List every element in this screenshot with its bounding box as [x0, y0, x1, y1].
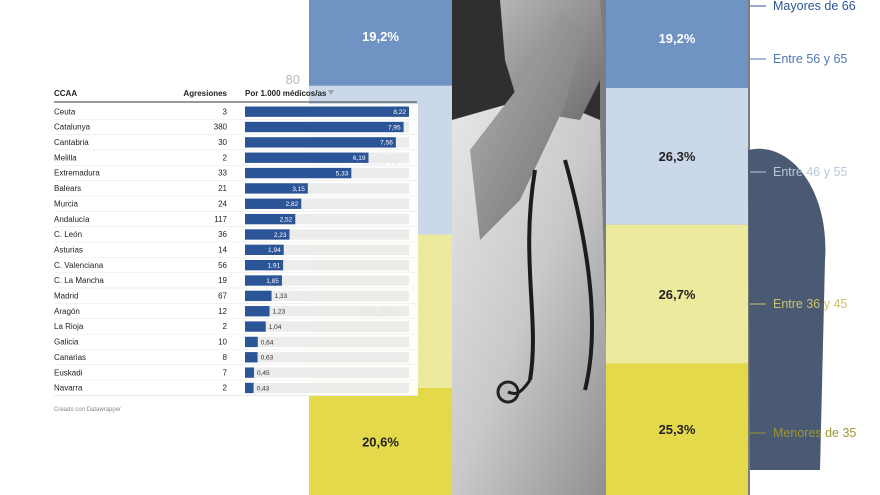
segment-label: 29,5% [362, 304, 399, 319]
percent-tick-label: 60 [286, 176, 300, 191]
percent-tick-label: 80 [286, 72, 300, 87]
legend-label: Entre 56 y 65 [773, 52, 847, 66]
segment-label: 19,2% [659, 31, 696, 46]
stacked-segment [309, 387, 452, 495]
stacked-segment [606, 224, 748, 364]
stacked-segment [606, 0, 748, 88]
segment-label: 26,3% [659, 149, 696, 164]
percent-tick-label: 20 [286, 384, 300, 399]
legend-label: Mayores de 66 [773, 0, 856, 13]
segment-label: 25,3% [659, 422, 696, 437]
stacked-segment [309, 0, 452, 86]
stacked-segment [606, 363, 748, 495]
stacked-segment [606, 87, 748, 225]
legend-label: Menores de 35 [773, 426, 856, 440]
segment-label: 26,7% [659, 287, 696, 302]
percent-tick-label: 40 [286, 280, 300, 295]
legend-label: Entre 46 y 55 [773, 165, 847, 179]
segment-label: 20,6% [362, 434, 399, 449]
age-legend: Mayores de 66 Entre 56 y 65 Entre 46 y 55 E… [750, 0, 856, 440]
legend-label: Entre 36 y 45 [773, 297, 847, 311]
segment-label: 19,2% [362, 29, 399, 44]
segment-label: 28,6% [362, 153, 399, 168]
